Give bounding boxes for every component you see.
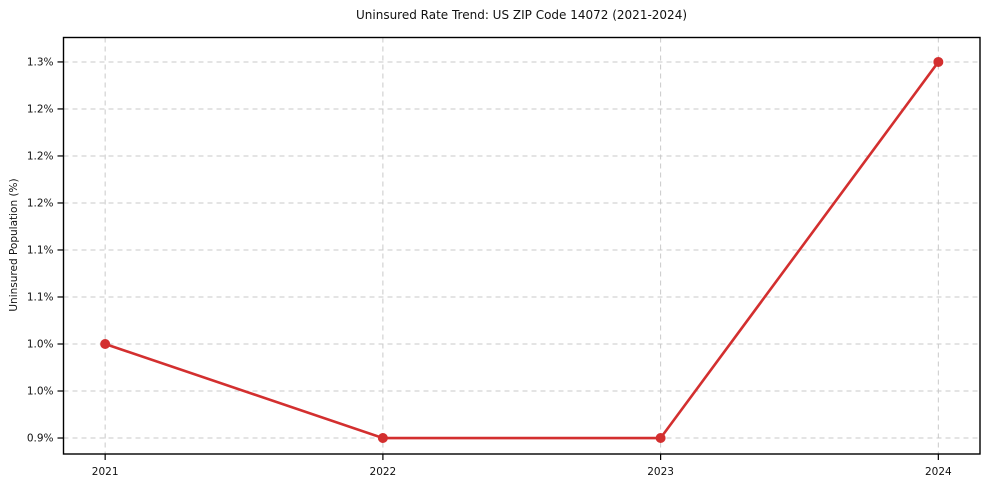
y-tick-label: 1.2% [27,197,54,209]
x-tick-label: 2022 [370,466,397,478]
y-tick-label: 1.1% [27,291,54,303]
chart-title: Uninsured Rate Trend: US ZIP Code 14072 … [355,8,688,22]
y-tick-label: 1.2% [27,150,54,162]
y-tick-label: 1.3% [27,56,54,68]
x-tick-label: 2021 [92,466,119,478]
y-tick-label: 0.9% [27,433,54,445]
y-tick-label: 1.1% [27,244,54,256]
y-tick-label: 1.0% [27,338,54,350]
data-point-marker [377,433,388,444]
trend-line [103,60,940,440]
x-tick-label: 2023 [647,466,674,478]
y-tick-label: 1.0% [27,386,54,398]
data-point-marker [933,56,944,67]
y-tick-label: 1.2% [27,103,54,115]
axes-border [62,36,981,455]
data-point-marker [655,433,666,444]
data-point-marker [100,338,111,349]
x-tick-label: 2024 [925,466,952,478]
